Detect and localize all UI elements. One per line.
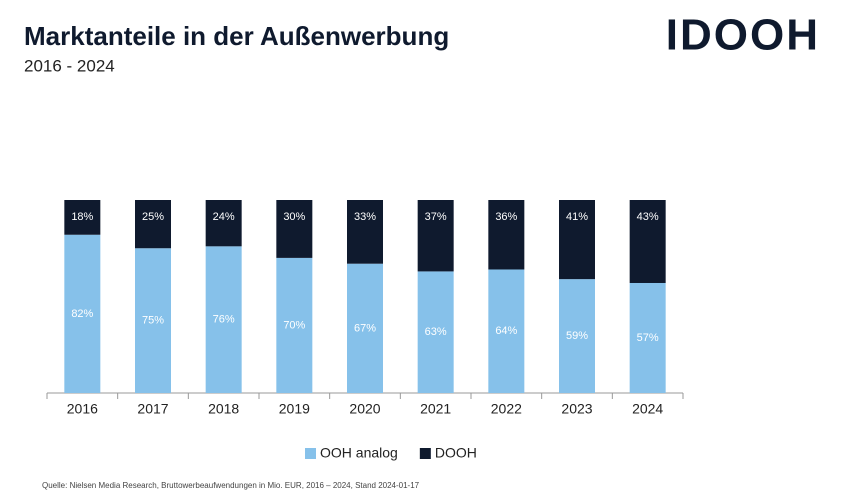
data-label: 75% bbox=[142, 315, 164, 327]
bar-segment bbox=[205, 200, 242, 247]
bar-segment bbox=[629, 282, 666, 393]
x-tick-label: 2023 bbox=[561, 401, 592, 417]
bar-segment bbox=[276, 257, 313, 393]
bar-segment bbox=[64, 234, 101, 393]
logo: IDOOH bbox=[666, 11, 820, 60]
data-label: 63% bbox=[425, 326, 447, 338]
x-tick-label: 2018 bbox=[208, 401, 239, 417]
data-label: 36% bbox=[495, 211, 517, 223]
x-tick-label: 2017 bbox=[137, 401, 168, 417]
source-note: Quelle: Nielsen Media Research, Bruttowe… bbox=[42, 481, 420, 490]
data-label: 24% bbox=[213, 211, 235, 223]
data-label: 76% bbox=[213, 314, 235, 326]
bar-segment bbox=[276, 200, 313, 258]
x-tick-label: 2016 bbox=[67, 401, 98, 417]
data-label: 41% bbox=[566, 211, 588, 223]
bar-segment bbox=[135, 200, 171, 249]
bar-segment bbox=[64, 200, 101, 235]
x-tick-label: 2019 bbox=[279, 401, 310, 417]
bar-segment bbox=[135, 248, 171, 393]
chart-subtitle: 2016 - 2024 bbox=[24, 56, 115, 75]
legend-swatch bbox=[305, 448, 316, 459]
data-label: 70% bbox=[283, 319, 305, 331]
data-label: 33% bbox=[354, 211, 376, 223]
bar-segment bbox=[559, 279, 595, 393]
legend-label: DOOH bbox=[435, 445, 477, 461]
bar-segment bbox=[488, 269, 525, 393]
legend-label: OOH analog bbox=[320, 445, 398, 461]
chart-title: Marktanteile in der Außenwerbung bbox=[24, 21, 449, 51]
data-label: 82% bbox=[71, 308, 93, 320]
bar-segment bbox=[417, 200, 454, 272]
data-label: 64% bbox=[495, 325, 517, 337]
data-label: 43% bbox=[637, 211, 659, 223]
data-label: 30% bbox=[283, 211, 305, 223]
x-tick-label: 2021 bbox=[420, 401, 451, 417]
bar-segment bbox=[347, 263, 383, 393]
bar-segment bbox=[629, 200, 666, 283]
x-tick-label: 2020 bbox=[349, 401, 380, 417]
x-tick-label: 2024 bbox=[632, 401, 663, 417]
data-label: 59% bbox=[566, 330, 588, 342]
data-label: 67% bbox=[354, 322, 376, 334]
data-label: 57% bbox=[637, 332, 659, 344]
data-label: 37% bbox=[425, 211, 447, 223]
bar-segment bbox=[417, 271, 454, 393]
data-label: 18% bbox=[71, 211, 93, 223]
bar-segment bbox=[205, 246, 242, 393]
data-label: 25% bbox=[142, 211, 164, 223]
bar-segment bbox=[347, 200, 383, 264]
x-tick-label: 2022 bbox=[491, 401, 522, 417]
legend-swatch bbox=[419, 448, 431, 459]
bar-segment bbox=[559, 200, 595, 280]
bar-segment bbox=[488, 200, 525, 270]
